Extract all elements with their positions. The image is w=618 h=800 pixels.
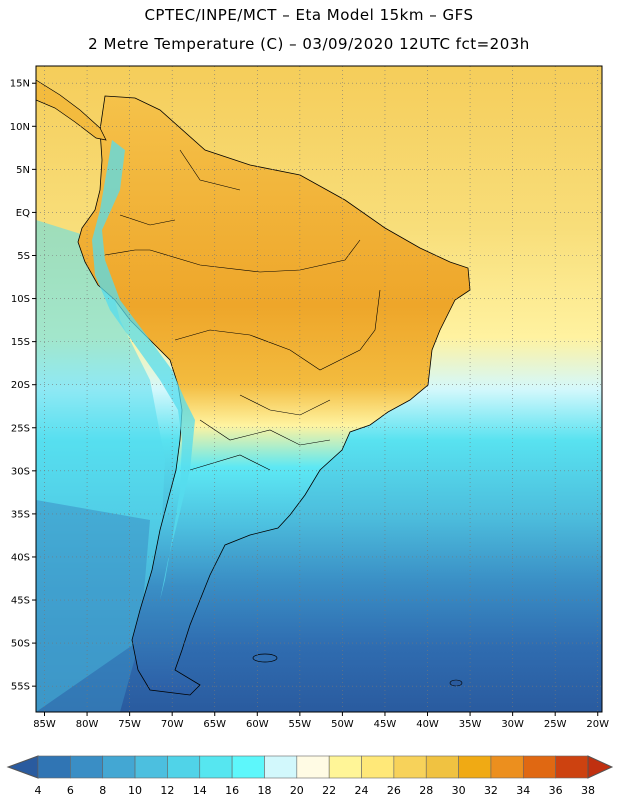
colorbar-swatch xyxy=(458,755,492,779)
map-frame xyxy=(35,65,603,713)
colorbar-label: 20 xyxy=(289,784,304,797)
latitude-tick-label: 10N xyxy=(10,122,30,133)
latitude-tick-label: 45S xyxy=(11,596,30,607)
colorbar-label: 34 xyxy=(516,784,531,797)
colorbar-swatch xyxy=(199,755,233,779)
colorbar-max-arrow xyxy=(587,755,614,779)
latitude-tick-label: 40S xyxy=(11,552,30,563)
longitude-tick-label: 25W xyxy=(544,719,567,730)
longitude-tick-label: 60W xyxy=(246,719,269,730)
colorbar-swatch xyxy=(490,755,524,779)
map-plot-area xyxy=(35,66,602,712)
colorbar-swatch xyxy=(264,755,298,779)
latitude-tick-label: 50S xyxy=(11,639,30,650)
colorbar-swatch xyxy=(393,755,427,779)
longitude-tick-labels: 85W 80W 75W 70W 65W 60W 55W 50W 45W 40W 35W 30W 25W 2… xyxy=(33,719,609,730)
colorbar-label: 36 xyxy=(548,784,563,797)
colorbar-label: 32 xyxy=(483,784,498,797)
colorbar-label: 14 xyxy=(192,784,207,797)
longitude-tick-label: 80W xyxy=(76,719,99,730)
longitude-tick-label: 70W xyxy=(161,719,184,730)
latitude-tick-labels: 15N 10N 5N EQ 5S 10S 15S 20S 25S 30S 35S 40S 45S 50S 5… xyxy=(10,79,30,693)
colorbar-swatch xyxy=(522,755,556,779)
country-borders xyxy=(104,149,381,471)
latitude-tick-label: 5N xyxy=(16,165,30,176)
latitude-tick-label: EQ xyxy=(16,208,30,219)
colorbar-swatch xyxy=(70,755,104,779)
latitude-tick-label: 10S xyxy=(11,294,30,305)
latitude-tick-label: 15S xyxy=(11,337,30,348)
longitude-tick-label: 40W xyxy=(416,719,439,730)
colorbar-label: 26 xyxy=(386,784,401,797)
colorbar-min-arrow xyxy=(6,755,39,779)
south-georgia-island xyxy=(449,679,463,687)
colorbar-swatch xyxy=(296,755,330,779)
latitude-tick-label: 35S xyxy=(11,509,30,520)
colorbar-label: 8 xyxy=(99,784,107,797)
lat-lon-grid xyxy=(32,66,602,716)
longitude-tick-label: 20W xyxy=(586,719,609,730)
longitude-tick-label: 50W xyxy=(331,719,354,730)
colorbar-label: 12 xyxy=(160,784,175,797)
colorbar-swatch xyxy=(555,755,589,779)
latitude-tick-label: 55S xyxy=(11,682,30,693)
chart-title-line-2: 2 Metre Temperature (C) – 03/09/2020 12U… xyxy=(88,35,530,53)
latitude-tick-label: 30S xyxy=(11,466,30,477)
latitude-tick-label: 25S xyxy=(11,423,30,434)
longitude-tick-label: 65W xyxy=(203,719,226,730)
longitude-tick-label: 55W xyxy=(289,719,312,730)
colorbar-swatch xyxy=(361,755,395,779)
colorbar-swatch xyxy=(231,755,265,779)
colorbar-label: 28 xyxy=(419,784,434,797)
colorbar-swatch xyxy=(102,755,136,779)
colorbar-label: 30 xyxy=(451,784,466,797)
colorbar-label: 24 xyxy=(354,784,369,797)
longitude-tick-label: 75W xyxy=(118,719,141,730)
colorbar-label: 6 xyxy=(66,784,74,797)
colorbar-label: 16 xyxy=(225,784,240,797)
falkland-islands xyxy=(252,653,278,663)
colorbar-label: 22 xyxy=(322,784,337,797)
colorbar-label: 10 xyxy=(128,784,143,797)
colorbar-swatch xyxy=(167,755,201,779)
colorbar-swatch xyxy=(37,755,71,779)
colorbar xyxy=(6,755,614,779)
latitude-tick-label: 20S xyxy=(11,380,30,391)
andes-cool-ridge xyxy=(92,140,195,660)
latitude-tick-label: 5S xyxy=(17,251,30,262)
colorbar-label: 4 xyxy=(34,784,42,797)
longitude-tick-label: 35W xyxy=(459,719,482,730)
colorbar-swatch xyxy=(425,755,459,779)
longitude-tick-label: 85W xyxy=(33,719,56,730)
central-america-land xyxy=(35,79,107,141)
longitude-tick-label: 30W xyxy=(501,719,524,730)
pacific-cold-band xyxy=(36,500,150,712)
latitude-tick-label: 15N xyxy=(10,79,30,90)
colorbar-swatch xyxy=(328,755,362,779)
colorbar-swatch xyxy=(134,755,168,779)
colorbar-label: 38 xyxy=(581,784,595,797)
colorbar-label: 18 xyxy=(257,784,272,797)
chart-title-line-1: CPTEC/INPE/MCT – Eta Model 15km – GFS xyxy=(144,6,474,24)
longitude-tick-label: 45W xyxy=(374,719,397,730)
